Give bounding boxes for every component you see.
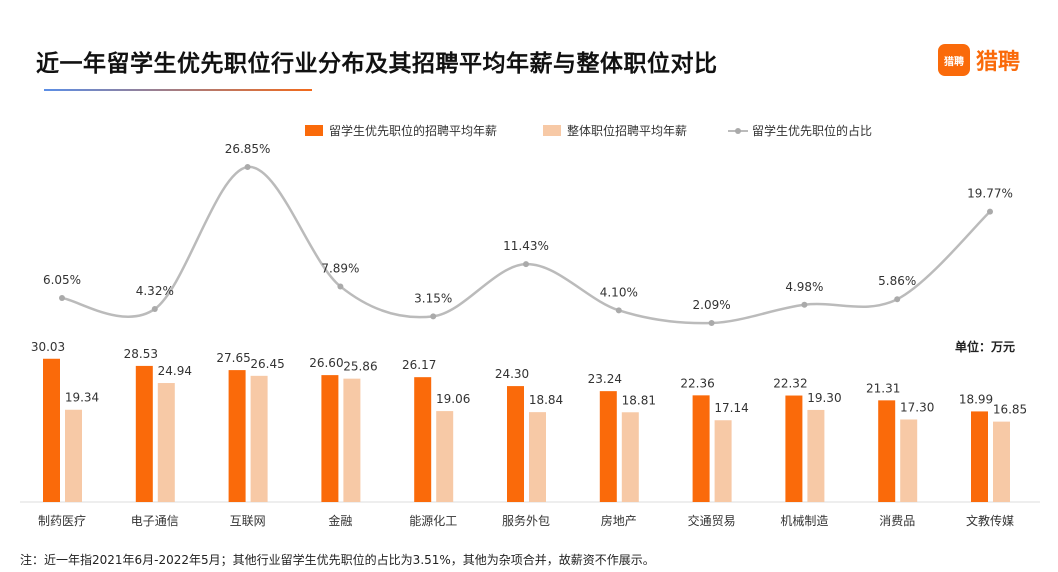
bar-label-overall: 18.84 [529,393,563,407]
bar-overseas [785,395,803,502]
share-point [151,305,158,312]
share-point [708,320,715,326]
bar-overseas [971,411,988,502]
share-point [615,307,622,314]
bar-label-overall: 24.94 [158,364,192,378]
share-label: 11.43% [503,239,549,253]
logo-icon: 猎聘 [938,44,970,76]
share-label: 2.09% [693,298,731,312]
bar-overall [714,420,732,502]
legend-swatch [543,125,561,136]
legend-label: 留学生优先职位的占比 [752,123,872,138]
bar-label-overall: 26.45 [250,357,284,371]
share-label: 6.05% [43,273,81,287]
share-point [523,261,529,268]
bar-label-overall: 18.81 [622,393,656,407]
share-label: 7.89% [321,261,359,275]
bar-overseas [507,386,524,502]
bar-overall [250,375,268,502]
bar-label-overall: 19.06 [436,392,470,406]
bar-overall [807,409,825,502]
page-title: 近一年留学生优先职位行业分布及其招聘平均年薪与整体职位对比 [36,51,718,77]
bar-overall [157,383,175,502]
category-label: 交通贸易 [688,513,736,528]
category-label: 服务外包 [502,513,550,528]
bar-overseas [414,377,432,502]
share-point [801,301,808,308]
bar-label-overseas: 27.65 [216,351,250,365]
bar-label-overall: 17.30 [900,400,934,414]
legend-marker [735,128,741,134]
share-label: 26.85% [225,142,271,156]
liepin-logo: 猎聘 猎聘 [938,44,1020,76]
share-line [61,165,991,325]
bar-label-overseas: 30.03 [31,340,65,354]
bar-label-overseas: 23.24 [588,372,622,386]
share-label: 19.77% [967,187,1013,201]
bar-overall [529,412,546,502]
bar-label-overseas: 26.60 [309,356,343,370]
bar-overseas [135,365,153,502]
category-label: 房地产 [601,513,637,528]
unit-label: 单位：万元 [955,340,1016,354]
bar-label-overseas: 26.17 [402,358,436,372]
category-label: 机械制造 [780,513,828,528]
bar-label-overall: 25.86 [343,360,377,374]
share-point [987,208,993,215]
category-label: 文教传媒 [966,513,1014,528]
bar-overseas [599,391,617,502]
bar-overall [65,409,82,502]
share-point [59,295,65,302]
bar-overseas [692,395,710,502]
bar-label-overseas: 18.99 [959,392,993,406]
bar-label-overall: 19.30 [807,391,841,405]
legend-swatch [305,125,323,136]
bar-label-overseas: 28.53 [124,347,158,361]
bar-label-overseas: 21.31 [866,381,900,395]
title-underline [44,89,312,91]
category-label: 电子通信 [131,514,179,528]
bar-overseas [878,400,896,502]
share-label: 4.10% [600,285,638,299]
share-point [337,283,344,290]
legend-label: 整体职位招聘平均年薪 [567,123,687,138]
bar-overall [436,411,454,502]
bar-overseas [43,358,60,502]
share-label: 3.15% [414,291,452,305]
bar-label-overseas: 22.32 [773,377,807,391]
category-label: 互联网 [230,514,266,528]
footnote: 注：近一年指2021年6月-2022年5月；其他行业留学生优先职位的占比为3.5… [20,553,655,567]
share-point [894,296,901,303]
share-label: 5.86% [878,274,916,288]
logo-text: 猎聘 [976,50,1021,75]
bar-overall [621,412,639,502]
category-label: 能源化工 [409,514,457,528]
category-label: 消费品 [879,514,915,528]
bar-label-overseas: 22.36 [680,376,714,390]
bar-label-overseas: 24.30 [495,367,529,381]
bar-label-overall: 17.14 [714,401,748,415]
share-label: 4.32% [136,284,174,298]
bar-overseas [228,370,246,502]
share-point [244,164,251,171]
share-label: 4.98% [785,280,823,294]
legend-label: 留学生优先职位的招聘平均年薪 [329,123,497,138]
share-point [430,313,437,320]
category-label: 金融 [328,513,352,528]
bar-label-overall: 16.85 [993,403,1027,417]
bar-label-overall: 19.34 [65,391,99,405]
bar-overall [343,378,361,502]
bar-overall [900,419,918,502]
bar-overseas [321,375,339,502]
category-label: 制药医疗 [38,514,86,528]
bar-overall [993,421,1010,502]
